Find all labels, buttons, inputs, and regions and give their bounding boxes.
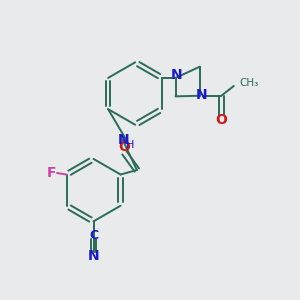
Text: CH₃: CH₃ [239,78,258,88]
Text: N: N [196,88,207,102]
Text: N: N [171,68,182,82]
Text: O: O [215,113,227,127]
Text: H: H [126,140,135,150]
Text: F: F [46,166,56,180]
Text: O: O [118,140,130,154]
Text: N: N [118,133,130,147]
Text: C: C [89,229,98,242]
Text: N: N [88,249,99,263]
